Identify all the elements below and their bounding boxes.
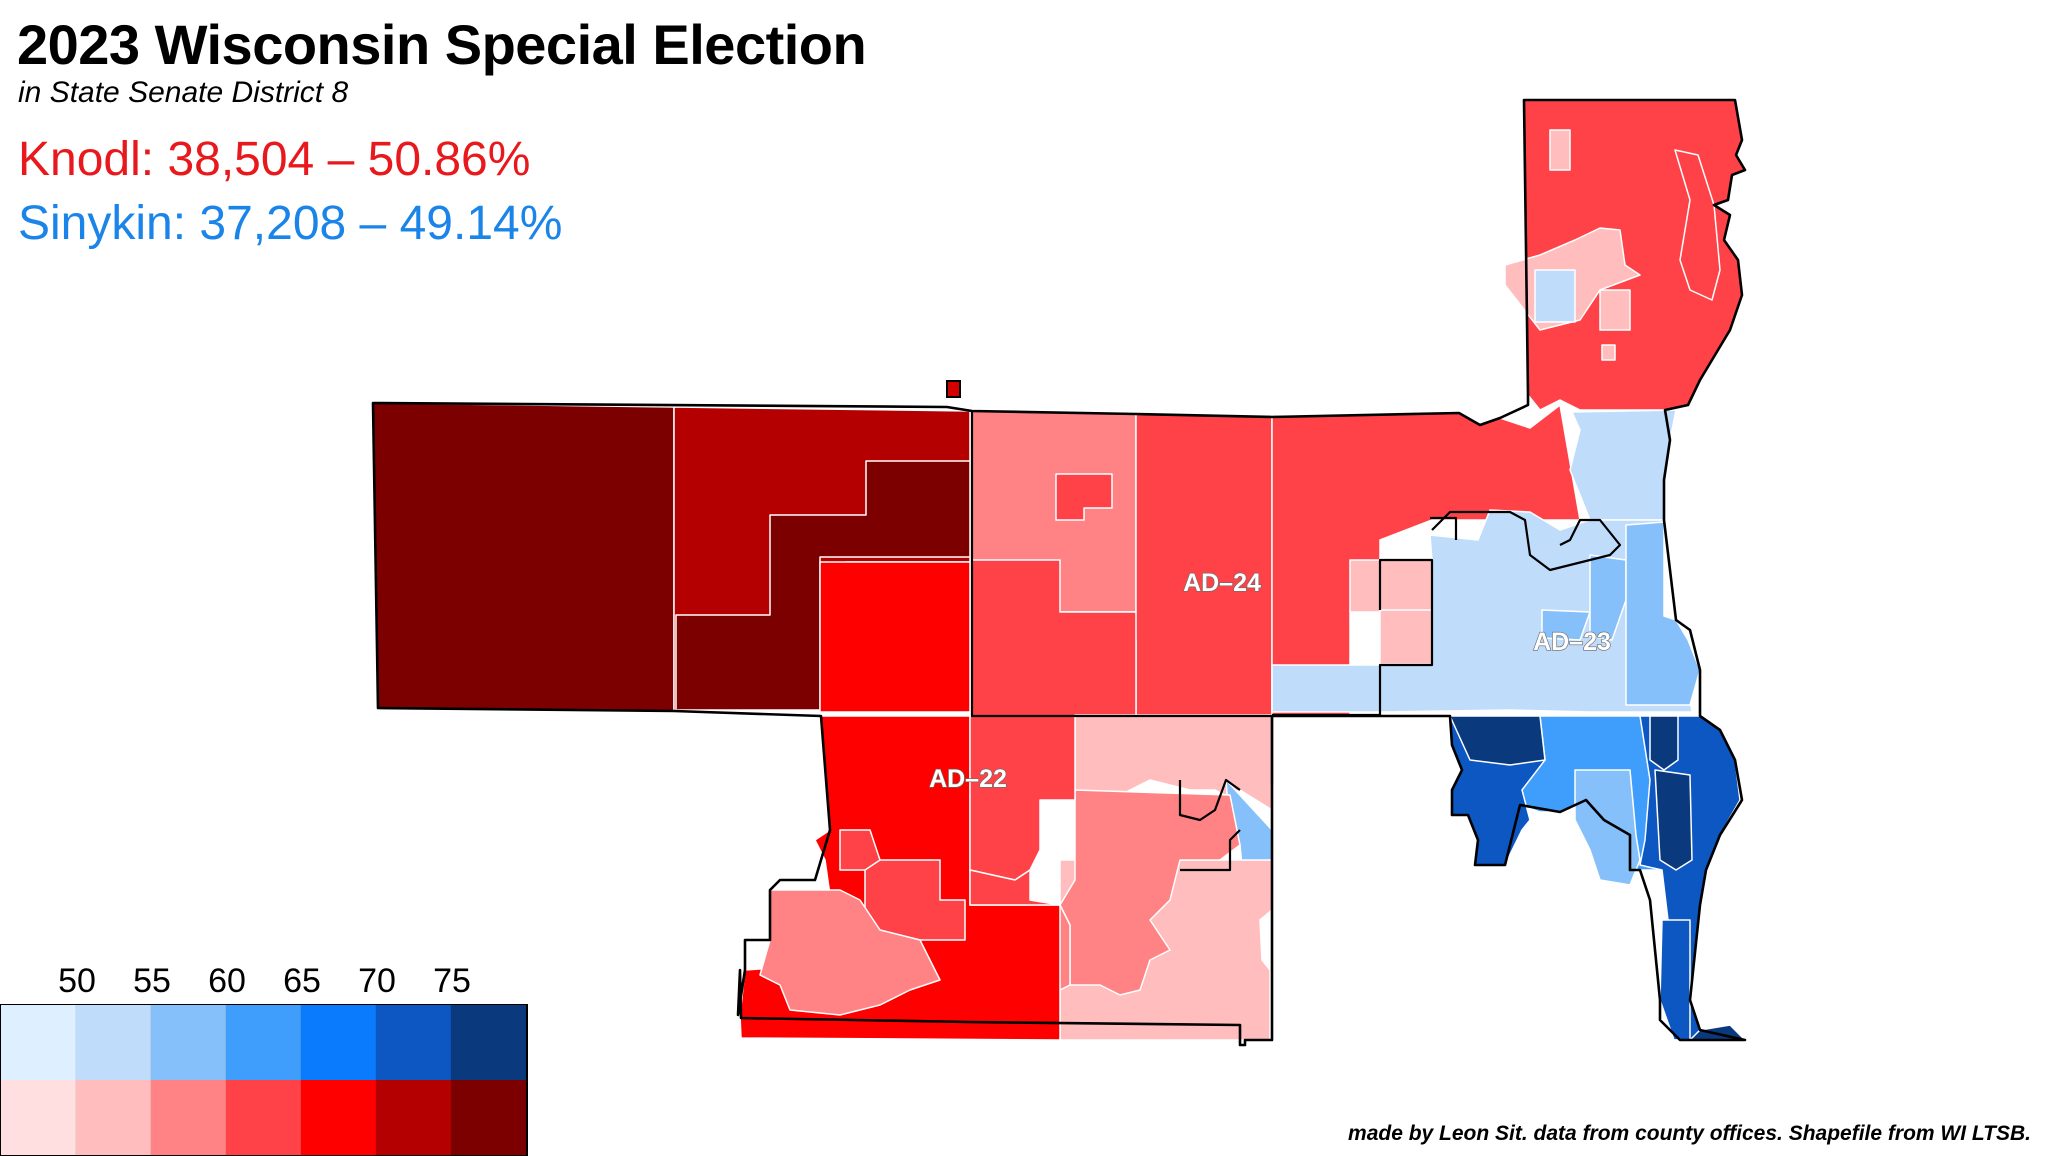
precinct-area [675,460,971,711]
legend-swatch-dem [151,1005,226,1080]
legend-swatch-rep [301,1080,376,1155]
precinct-area [1601,344,1616,361]
precinct-area [946,380,961,398]
legend-swatch-dem [451,1005,526,1080]
legend-swatches [0,1004,528,1156]
map-subtitle: in State Senate District 8 [18,76,349,109]
precinct-area [1541,609,1591,641]
credit-note: made by Leon Sit. data from county offic… [1348,1122,2031,1145]
legend-label: 60 [208,962,246,1000]
legend-swatch-dem [376,1005,451,1080]
legend-swatch-rep [76,1080,151,1155]
precinct-area [759,889,941,1016]
precinct-area [1674,149,1721,301]
precinct-area [1649,715,1679,771]
legend-label: 55 [133,962,171,1000]
legend-swatch-dem [1,1005,76,1080]
result-knodl: Knodl: 38,504 – 50.86% [18,133,531,186]
legend-label: 65 [283,962,321,1000]
legend-swatch-rep [226,1080,301,1155]
precinct-area [1349,559,1433,613]
precinct-area [1055,473,1113,521]
precinct-area [969,869,1061,906]
precinct-area [1379,609,1433,665]
precinct-area [1271,664,1381,713]
legend-label: 70 [358,962,396,1000]
result-sinykin: Sinykin: 37,208 – 49.14% [18,197,563,250]
precinct-area [1449,715,1546,766]
legend-swatch-rep [1,1080,76,1155]
precinct-area [1549,129,1571,171]
precinct-area [372,402,675,712]
precinct-area [1534,269,1576,323]
precinct-area [1654,769,1693,871]
district-label-ad-22: AD–22 [929,765,1007,793]
map-title: 2023 Wisconsin Special Election [17,13,867,76]
precinct-area [1574,769,1641,886]
precinct-area [839,829,881,871]
legend-swatch-rep [451,1080,526,1155]
legend-label: 75 [433,962,471,1000]
precinct-area [819,561,971,713]
legend-swatch-rep [376,1080,451,1155]
legend-label: 50 [58,962,96,1000]
precinct-area [1599,289,1631,331]
precinct-area [969,715,1076,881]
precinct-area [1659,919,1691,1041]
legend-swatch-dem [301,1005,376,1080]
precinct-area [1569,409,1677,521]
precinct-area [1625,521,1701,706]
district-label-ad-23: AD–23 [1533,628,1611,656]
legend-swatch-dem [226,1005,301,1080]
legend-swatch-rep [151,1080,226,1155]
district-label-ad-24: AD–24 [1183,569,1261,597]
precinct-area [1589,554,1627,641]
legend-swatch-dem [76,1005,151,1080]
